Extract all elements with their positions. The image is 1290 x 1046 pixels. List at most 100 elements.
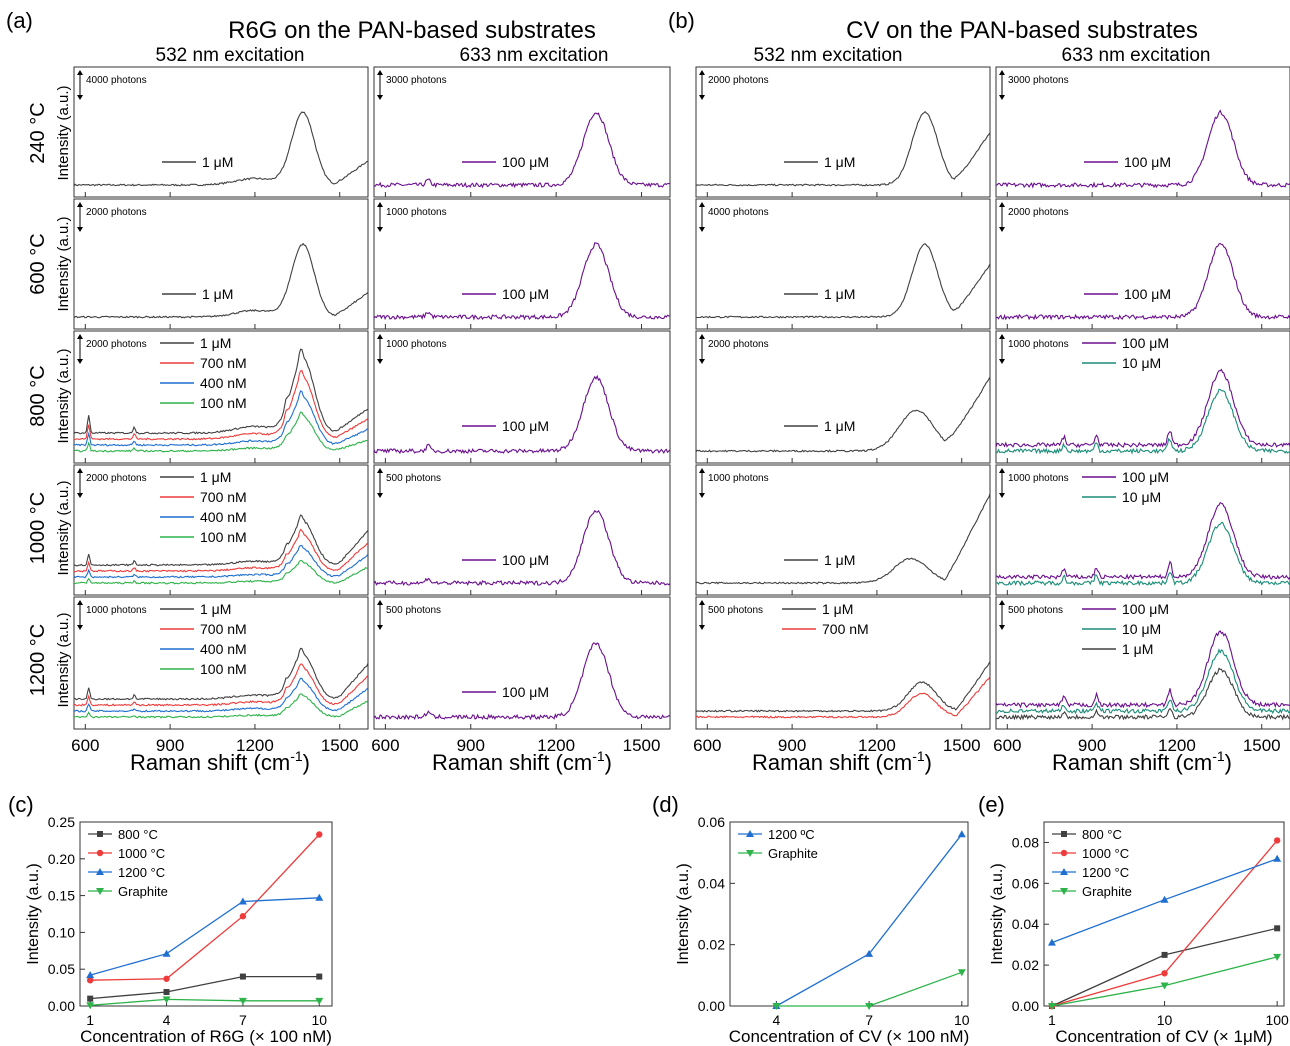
- raman-xlabel-col1: Raman shift (cm-1): [130, 748, 310, 775]
- legend-label: 100 nM: [200, 529, 247, 545]
- data-point: [1274, 925, 1281, 932]
- legend-label: Graphite: [118, 884, 168, 899]
- chart-e: 0.00 0.02 0.04 0.06 0.08 1 10 100Concentration …: [989, 821, 1289, 1046]
- x-tick-label: 600: [693, 736, 721, 755]
- raman-panel-frame: [373, 464, 671, 596]
- excitation-label-a-633: 633 nm excitation: [460, 45, 609, 66]
- series-3: Graphite: [86, 884, 324, 1010]
- y-axis-title: Intensity (a.u.): [25, 863, 42, 964]
- raman-panel-r5-c3: 500 photons 600 900 1200 1500 1 μM 700 nM: [693, 596, 991, 755]
- y-tick-label: 0.10: [48, 924, 75, 940]
- chart-c: 0.00 0.05 0.10 0.15 0.20 0.25 1 4 7 10Concentrati…: [25, 814, 333, 1046]
- legend-marker: [1060, 868, 1068, 875]
- raman-ylabel-row4: Intensity (a.u.): [55, 480, 72, 575]
- x-tick-label: 600: [993, 736, 1021, 755]
- x-tick-label: 4: [163, 1012, 171, 1028]
- legend-label: 100 μM: [1124, 154, 1171, 170]
- x-tick-label: 1500: [943, 736, 981, 755]
- legend-label: 1 μM: [824, 418, 855, 434]
- legend-label: 1 μM: [824, 286, 855, 302]
- x-tick-label: 1200: [236, 736, 274, 755]
- data-point: [1161, 970, 1168, 977]
- spectrum-trace-1: [696, 243, 991, 319]
- raman-panel-frame: [695, 198, 991, 330]
- series-line: [90, 834, 320, 981]
- spectrum-trace-1: [373, 374, 671, 455]
- row-temp-1000: 1000 °C: [27, 492, 49, 565]
- scale-bar-label: 1000 photons: [1008, 473, 1069, 484]
- group-title-cv: CV on the PAN-based substrates: [846, 17, 1198, 44]
- data-point: [162, 949, 171, 957]
- excitation-label-a-532: 532 nm excitation: [156, 45, 305, 66]
- data-point: [316, 831, 323, 838]
- legend-label: 1 μM: [202, 154, 233, 170]
- legend-label: 1 μM: [200, 601, 231, 617]
- series-0: 1200 ºC: [738, 827, 966, 1009]
- x-tick-label: 1200: [858, 736, 896, 755]
- scale-bar-label: 1000 photons: [1008, 339, 1069, 350]
- spectrum-trace-2: [995, 648, 1290, 715]
- raman-xlabel-col2: Raman shift (cm-1): [432, 748, 612, 775]
- series-0: 800 °C: [87, 827, 323, 1002]
- raman-ylabel-row2: Intensity (a.u.): [55, 216, 72, 311]
- raman-panel-frame: [695, 596, 991, 730]
- row-temp-600: 600 °C: [27, 233, 49, 294]
- y-tick-label: 0.05: [48, 961, 75, 977]
- spectrum-trace-1: [695, 661, 991, 713]
- data-point: [957, 830, 966, 838]
- legend-label: 10 μM: [1122, 621, 1161, 637]
- spectrum-trace-2: [73, 663, 369, 707]
- legend-label: 1 μM: [1122, 641, 1153, 657]
- legend-label: 1 μM: [822, 601, 853, 617]
- x-tick-label: 1500: [1243, 736, 1281, 755]
- raman-panel-frame: [995, 596, 1290, 730]
- legend-label: 800 °C: [1082, 827, 1122, 842]
- data-point: [957, 969, 966, 977]
- legend-label: 1200 ºC: [768, 827, 815, 842]
- spectrum-trace-2: [74, 528, 369, 573]
- raman-panel-r4-c2: 500 photons 100 μM: [373, 464, 671, 596]
- series-1: 1000 °C: [86, 831, 323, 984]
- raman-panel-frame: [995, 464, 1290, 596]
- legend-label: 1 μM: [202, 286, 233, 302]
- data-point: [239, 973, 246, 980]
- legend-label: 700 nM: [200, 621, 247, 637]
- x-tick-label: 7: [239, 1012, 247, 1028]
- data-point: [1273, 953, 1282, 961]
- scale-bar-label: 4000 photons: [86, 75, 147, 86]
- legend-marker: [1060, 888, 1068, 895]
- spectrum-trace-3: [73, 545, 369, 579]
- series-line: [90, 975, 320, 1000]
- raman-panel-r4-c4: 1000 photons 100 μM 10 μM: [995, 464, 1290, 596]
- data-point: [315, 893, 324, 901]
- legend-marker: [97, 831, 103, 837]
- legend-label: 100 μM: [502, 418, 549, 434]
- scale-bar-label: 4000 photons: [708, 207, 769, 218]
- row-temp-800: 800 °C: [27, 365, 49, 426]
- y-tick-label: 0.04: [698, 875, 725, 891]
- data-point: [162, 996, 171, 1004]
- x-tick-label: 10: [1157, 1012, 1173, 1028]
- x-tick-label: 1500: [623, 736, 661, 755]
- plot-frame: [79, 821, 333, 1007]
- y-tick-label: 0.02: [698, 937, 725, 953]
- raman-panel-r5-c4: 500 photons 600 900 1200 1500 100 μM 10 μM 1 μM: [993, 596, 1290, 755]
- legend-marker: [746, 830, 754, 837]
- spectrum-trace-1: [73, 514, 369, 567]
- scale-bar-label: 500 photons: [708, 605, 763, 616]
- raman-panel-r2-c3: 4000 photons 1 μM: [695, 198, 991, 330]
- raman-panel-r4-c1: 2000 photons 1 μM 700 nM 400 nM 100 nM: [73, 464, 369, 596]
- legend-label: 1200 °C: [118, 865, 165, 880]
- plot-frame: [729, 821, 969, 1007]
- series-2: 1200 °C: [1047, 854, 1282, 946]
- raman-xlabel-col3: Raman shift (cm-1): [752, 748, 932, 775]
- scale-bar-label: 1000 photons: [86, 605, 147, 616]
- raman-ylabel-row1: Intensity (a.u.): [55, 85, 72, 180]
- legend-label: 400 nM: [200, 375, 247, 391]
- spectrum-trace-1: [995, 630, 1290, 709]
- legend-marker: [746, 850, 754, 857]
- x-axis-title: Concentration of R6G (× 100 nM): [80, 1027, 332, 1046]
